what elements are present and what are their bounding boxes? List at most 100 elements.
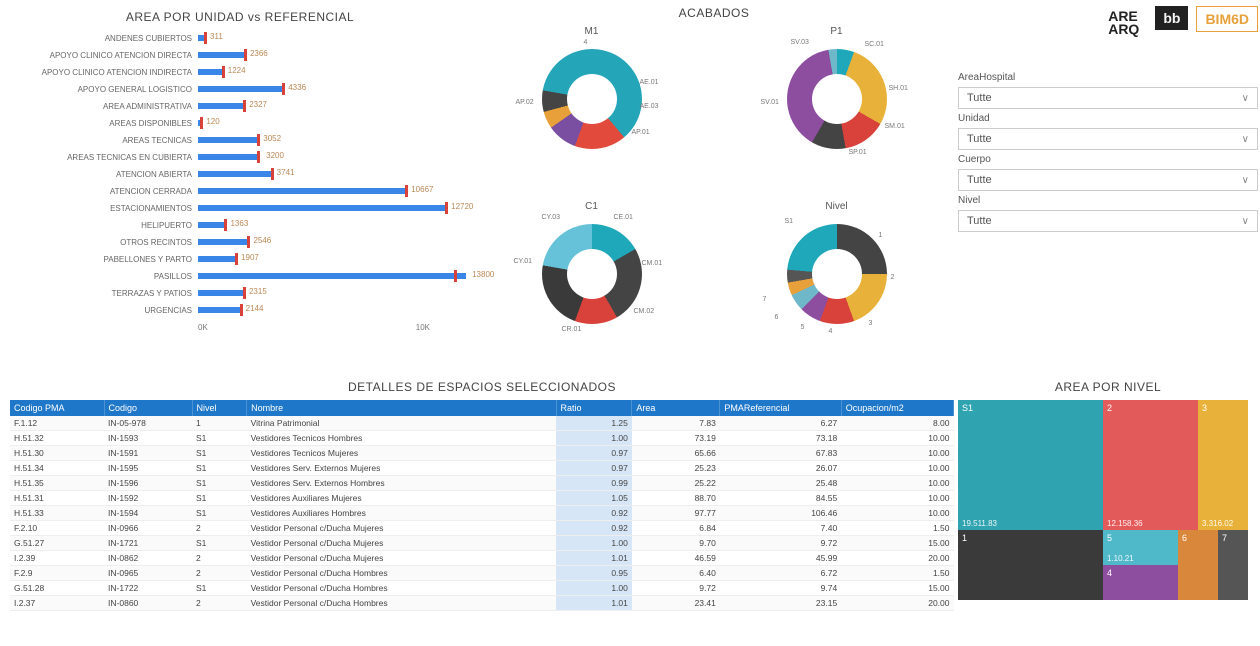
filter-select[interactable]: Tutte∨ bbox=[958, 128, 1258, 150]
treemap-block[interactable]: 212.158.36 bbox=[1103, 400, 1198, 530]
bar-row[interactable]: OTROS RECINTOS2546 bbox=[10, 234, 470, 251]
table-header-cell[interactable]: Nombre bbox=[247, 400, 556, 416]
table-header-cell[interactable]: Area bbox=[632, 400, 720, 416]
table-row[interactable]: H.51.30IN-1591S1Vestidores Tecnicos Muje… bbox=[10, 446, 954, 461]
table-header-cell[interactable]: Ratio bbox=[556, 400, 632, 416]
table-row[interactable]: H.51.34IN-1595S1Vestidores Serv. Externo… bbox=[10, 461, 954, 476]
table-cell: H.51.34 bbox=[10, 461, 104, 476]
filter-select[interactable]: Tutte∨ bbox=[958, 87, 1258, 109]
table-row[interactable]: F.2.9IN-09652Vestidor Personal c/Ducha H… bbox=[10, 566, 954, 581]
donut-cell[interactable]: P1SV.03SC.01SH.01SM.01SP.01SV.01 bbox=[719, 26, 954, 201]
bar-row[interactable]: TERRAZAS Y PATIOS2315 bbox=[10, 285, 470, 302]
table-cell: Vestidor Personal c/Ducha Mujeres bbox=[247, 551, 556, 566]
table-row[interactable]: H.51.31IN-1592S1Vestidores Auxiliares Mu… bbox=[10, 491, 954, 506]
filter-label: Unidad bbox=[958, 113, 1258, 124]
bar-row[interactable]: ATENCION CERRADA10667 bbox=[10, 183, 470, 200]
bar-label: APOYO CLINICO ATENCION INDIRECTA bbox=[10, 68, 198, 77]
bar-value: 1907 bbox=[241, 253, 259, 262]
treemap-block-label: S1 bbox=[962, 403, 1099, 413]
treemap-block[interactable]: 4 bbox=[1103, 565, 1178, 600]
table-cell: IN-1594 bbox=[104, 506, 192, 521]
table-row[interactable]: H.51.32IN-1593S1Vestidores Tecnicos Homb… bbox=[10, 431, 954, 446]
table-header-cell[interactable]: Ocupacion/m2 bbox=[841, 400, 953, 416]
table-cell: H.51.33 bbox=[10, 506, 104, 521]
bar-row[interactable]: APOYO GENERAL LOGISTICO4336 bbox=[10, 81, 470, 98]
filter-select[interactable]: Tutte∨ bbox=[958, 210, 1258, 232]
table-cell: 6.84 bbox=[632, 521, 720, 536]
bar-row[interactable]: HELIPUERTO1363 bbox=[10, 217, 470, 234]
details-table[interactable]: Codigo PMACodigoNivelNombreRatioAreaPMAR… bbox=[10, 400, 954, 611]
table-cell: 1.05 bbox=[556, 491, 632, 506]
donut-cell[interactable]: C1CY.03CE.01CM.01CM.02CR.01CY.01 bbox=[474, 201, 709, 376]
bar-row[interactable]: AREAS TECNICAS EN CUBIERTA3200 bbox=[10, 149, 470, 166]
donut-subtitle: C1 bbox=[585, 201, 598, 212]
table-header-cell[interactable]: Codigo PMA bbox=[10, 400, 104, 416]
filter-value: Tutte bbox=[967, 215, 992, 227]
table-cell: Vestidores Auxiliares Hombres bbox=[247, 506, 556, 521]
bar-row[interactable]: AREA ADMINISTRATIVA2327 bbox=[10, 98, 470, 115]
treemap-block[interactable]: 1 bbox=[958, 530, 1103, 600]
bar-label: URGENCIAS bbox=[10, 306, 198, 315]
bar-row[interactable]: PABELLONES Y PARTO1907 bbox=[10, 251, 470, 268]
treemap-block[interactable]: 7 bbox=[1218, 530, 1248, 600]
table-row[interactable]: I.2.37IN-08602Vestidor Personal c/Ducha … bbox=[10, 596, 954, 611]
table-cell: S1 bbox=[192, 461, 247, 476]
table-cell: IN-1595 bbox=[104, 461, 192, 476]
table-cell: I.2.37 bbox=[10, 596, 104, 611]
table-header-cell[interactable]: Codigo bbox=[104, 400, 192, 416]
table-row[interactable]: F.1.12IN-05-9781Vitrina Patrimonial1.257… bbox=[10, 416, 954, 431]
filter-select[interactable]: Tutte∨ bbox=[958, 169, 1258, 191]
table-row[interactable]: G.51.28IN-1722S1Vestidor Personal c/Duch… bbox=[10, 581, 954, 596]
table-cell: 10.00 bbox=[841, 491, 953, 506]
treemap-block-label: 4 bbox=[1107, 568, 1174, 578]
bar-row[interactable]: ANDENES CUBIERTOS311 bbox=[10, 30, 470, 47]
treemap-block-value: 3.316.02 bbox=[1202, 519, 1233, 528]
logo-arq-bot: ARQ bbox=[1108, 23, 1139, 36]
table-cell: 15.00 bbox=[841, 581, 953, 596]
bar-row[interactable]: AREAS DISPONIBLES120 bbox=[10, 115, 470, 132]
donut-cell[interactable]: M14AE.01AE.03AP.01AP.02 bbox=[474, 26, 709, 201]
table-row[interactable]: H.51.35IN-1596S1Vestidores Serv. Externo… bbox=[10, 476, 954, 491]
table-row[interactable]: H.51.33IN-1594S1Vestidores Auxiliares Ho… bbox=[10, 506, 954, 521]
treemap-block[interactable]: S119.511.83 bbox=[958, 400, 1103, 530]
table-cell: IN-0966 bbox=[104, 521, 192, 536]
bar-track: 4336 bbox=[198, 81, 470, 98]
barchart-body[interactable]: ANDENES CUBIERTOS311APOYO CLINICO ATENCI… bbox=[10, 30, 470, 319]
table-row[interactable]: F.2.10IN-09662Vestidor Personal c/Ducha … bbox=[10, 521, 954, 536]
treemap-block[interactable]: 6 bbox=[1178, 530, 1218, 600]
bar-label: AREA ADMINISTRATIVA bbox=[10, 102, 198, 111]
table-row[interactable]: G.51.27IN-1721S1Vestidor Personal c/Duch… bbox=[10, 536, 954, 551]
table-cell: 1.00 bbox=[556, 431, 632, 446]
bar-row[interactable]: AREAS TECNICAS3052 bbox=[10, 132, 470, 149]
bar-label: APOYO GENERAL LOGISTICO bbox=[10, 85, 198, 94]
bar-row[interactable]: APOYO CLINICO ATENCION DIRECTA2366 bbox=[10, 47, 470, 64]
table-cell: 2 bbox=[192, 566, 247, 581]
table-cell: 9.74 bbox=[720, 581, 841, 596]
table-cell: 97.77 bbox=[632, 506, 720, 521]
table-cell: S1 bbox=[192, 476, 247, 491]
table-cell: F.2.10 bbox=[10, 521, 104, 536]
table-header-cell[interactable]: PMAReferencial bbox=[720, 400, 841, 416]
donut-data-label: AE.03 bbox=[640, 103, 659, 110]
table-cell: 0.92 bbox=[556, 521, 632, 536]
bar-row[interactable]: PASILLOS13800 bbox=[10, 268, 470, 285]
filter-value: Tutte bbox=[967, 133, 992, 145]
bar-row[interactable]: ATENCION ABIERTA3741 bbox=[10, 166, 470, 183]
table-cell: 10.00 bbox=[841, 446, 953, 461]
bar-value: 2546 bbox=[253, 236, 271, 245]
bar-row[interactable]: URGENCIAS2144 bbox=[10, 302, 470, 319]
table-cell: F.1.12 bbox=[10, 416, 104, 431]
logo-arq: ARE ARQ bbox=[1100, 6, 1147, 39]
table-cell: IN-1722 bbox=[104, 581, 192, 596]
donut-cell[interactable]: NivelS11234567 bbox=[719, 201, 954, 376]
treemap[interactable]: S119.511.83212.158.3633.316.02 151.10.21 4… bbox=[958, 400, 1248, 600]
bar-value: 120 bbox=[206, 117, 219, 126]
table-header-cell[interactable]: Nivel bbox=[192, 400, 247, 416]
bar-track: 1363 bbox=[198, 217, 470, 234]
treemap-block[interactable]: 33.316.02 bbox=[1198, 400, 1248, 530]
table-row[interactable]: I.2.39IN-08622Vestidor Personal c/Ducha … bbox=[10, 551, 954, 566]
bar-row[interactable]: ESTACIONAMIENTOS12720 bbox=[10, 200, 470, 217]
bar-row[interactable]: APOYO CLINICO ATENCION INDIRECTA1224 bbox=[10, 64, 470, 81]
treemap-block[interactable]: 51.10.21 bbox=[1103, 530, 1178, 565]
table-cell: Vestidores Auxiliares Mujeres bbox=[247, 491, 556, 506]
